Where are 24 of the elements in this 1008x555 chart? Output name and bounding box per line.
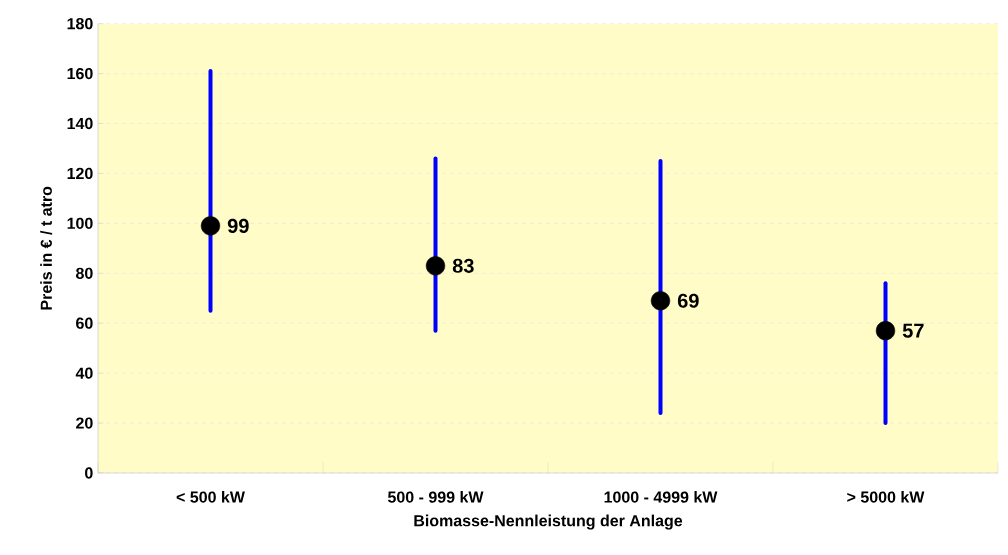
y-axis-title: Preis in € / t atro — [40, 186, 53, 310]
y-tick-label: 0 — [85, 467, 93, 479]
data-label: 69 — [677, 293, 699, 308]
y-tick-label: 160 — [67, 67, 93, 80]
point — [650, 291, 671, 311]
point — [875, 321, 896, 341]
data-label: 57 — [902, 323, 924, 338]
y-tick-label: 20 — [76, 417, 93, 429]
data-label: 83 — [452, 258, 474, 273]
y-tick-label: 120 — [67, 167, 93, 180]
y-tick-label: 60 — [76, 317, 93, 329]
y-tick-label: 140 — [67, 117, 93, 130]
point — [200, 216, 221, 236]
x-tick-label: < 500 kW — [176, 491, 245, 503]
y-tick-label: 80 — [76, 267, 93, 279]
data-label: 99 — [227, 218, 249, 233]
x-tick-label: 500 - 999 kW — [387, 491, 484, 503]
y-tick-label: 100 — [67, 217, 93, 230]
x-tick-label: > 5000 kW — [847, 491, 925, 503]
x-axis-title: Biomasse-Nennleistung der Anlage — [414, 514, 683, 530]
x-tick-label: 1000 - 4999 kW — [604, 491, 718, 503]
point — [425, 256, 446, 276]
y-tick-label: 180 — [67, 18, 93, 30]
y-tick-label: 40 — [75, 367, 93, 379]
